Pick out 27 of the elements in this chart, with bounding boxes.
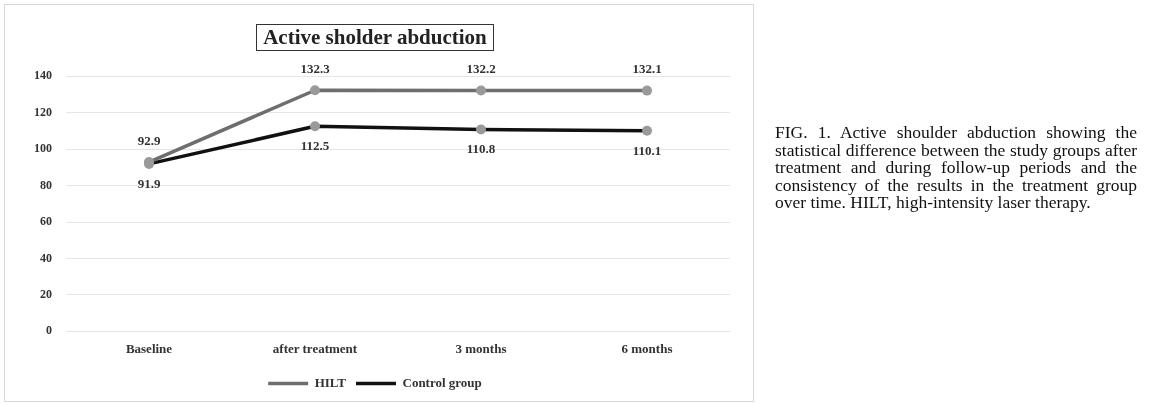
data-label: 92.9	[137, 132, 161, 148]
point	[310, 85, 320, 96]
y-tick-label: 20	[40, 287, 52, 302]
data-label: 91.9	[137, 175, 161, 191]
x-tick-label: after treatment	[272, 340, 358, 356]
y-tick-label: 0	[46, 323, 52, 338]
point	[642, 85, 652, 96]
point	[476, 85, 486, 96]
y-tick-label: 40	[40, 250, 52, 265]
y-tick-label: 60	[40, 214, 52, 229]
x-tick-label: Baseline	[125, 340, 173, 356]
data-label: 110.8	[466, 141, 496, 157]
caption: FIG. 1. Active shoulder abduction showing the statistical difference between the study groups after treatment and during follow-up periods and the consistency of the results in the treatment group over time. HILT, high-intensity laser therapy.	[775, 122, 1137, 212]
data-label: 132.2	[466, 61, 496, 77]
y-tick-label: 120	[34, 104, 52, 119]
data-label: 132.3	[300, 61, 331, 77]
y-tick-label: 140	[34, 68, 52, 83]
chart-title: Active sholder abduction	[256, 24, 494, 51]
y-tick-label: 100	[34, 141, 52, 156]
data-label: 110.1	[632, 142, 662, 158]
legend-label: HILT	[314, 374, 347, 390]
x-tick-label: 6 months	[621, 340, 673, 356]
data-label: 132.1	[632, 61, 662, 77]
x-tick-label: 3 months	[455, 340, 507, 356]
legend-label: Control group	[402, 374, 482, 390]
data-label: 112.5	[300, 138, 330, 154]
y-tick-label: 80	[40, 177, 52, 192]
